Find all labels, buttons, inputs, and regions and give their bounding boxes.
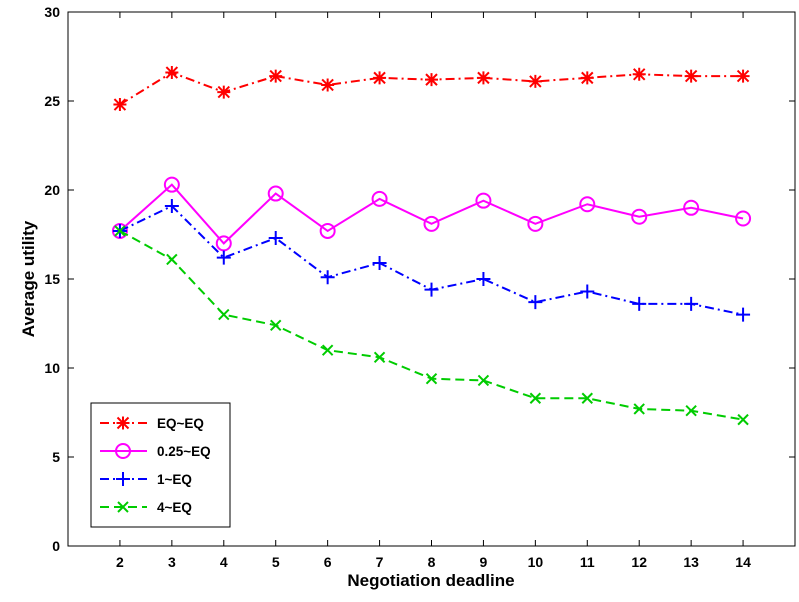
data-point <box>684 296 699 311</box>
data-point <box>270 319 282 331</box>
data-point <box>319 222 336 239</box>
data-point <box>528 74 542 88</box>
data-point <box>580 71 594 85</box>
data-point <box>579 196 596 213</box>
legend-label: 1~EQ <box>157 472 192 487</box>
data-point <box>477 374 490 387</box>
data-point <box>685 405 697 417</box>
legend-marker <box>116 416 130 430</box>
data-point <box>632 67 646 81</box>
series-3 <box>114 225 749 426</box>
data-point <box>165 66 179 80</box>
data-point <box>166 253 178 266</box>
data-point <box>372 255 387 270</box>
series-2 <box>112 199 751 322</box>
x-tick-label: 6 <box>324 554 332 570</box>
legend-entry: EQ~EQ <box>100 416 204 431</box>
data-point <box>476 272 491 286</box>
legend-entry: 4~EQ <box>100 500 192 515</box>
legend-marker <box>117 501 129 513</box>
y-axis-title: Average utility <box>19 220 38 337</box>
data-point <box>320 270 335 285</box>
data-point <box>736 69 750 83</box>
data-point <box>475 192 492 209</box>
legend-marker <box>115 443 131 459</box>
data-point <box>269 69 283 83</box>
data-point <box>218 308 230 321</box>
x-tick-label: 8 <box>428 554 436 570</box>
data-point <box>735 210 752 227</box>
ticks-layer: 2 3 4 5 6 7 8 9 10 11 12 13 14 0 5 10 15 20 25 30 <box>44 4 795 570</box>
data-point <box>683 199 700 216</box>
y-tick-label: 10 <box>44 360 60 376</box>
x-tick-label: 2 <box>116 554 124 570</box>
y-tick-label: 20 <box>44 182 60 198</box>
data-point <box>163 176 180 193</box>
data-point <box>373 351 386 364</box>
data-point <box>528 295 543 310</box>
data-point <box>217 85 231 99</box>
data-point <box>114 225 126 237</box>
x-tick-label: 4 <box>220 554 228 570</box>
data-point <box>529 392 542 404</box>
data-point <box>113 98 127 112</box>
data-point <box>164 199 179 214</box>
data-point <box>737 413 749 426</box>
y-tick-label: 15 <box>44 271 60 287</box>
x-tick-label: 7 <box>376 554 384 570</box>
x-axis-title: Negotiation deadline <box>347 571 514 590</box>
data-point <box>215 235 232 252</box>
data-point <box>684 69 698 83</box>
x-tick-label: 14 <box>735 554 751 570</box>
data-point <box>424 282 439 297</box>
legend: EQ~EQ 0.25~EQ 1~EQ 4~EQ <box>90 402 231 528</box>
series-0 <box>113 66 750 112</box>
data-point <box>425 73 438 87</box>
x-tick-label: 9 <box>480 554 488 570</box>
legend-entry: 0.25~EQ <box>100 443 211 459</box>
legend-label: 4~EQ <box>157 500 192 515</box>
data-point <box>581 392 593 404</box>
data-point <box>423 215 440 232</box>
legend-marker <box>116 472 130 486</box>
series-line <box>119 183 744 245</box>
data-point <box>580 284 595 299</box>
data-point <box>216 250 231 265</box>
x-tick-label: 5 <box>272 554 280 570</box>
y-tick-label: 5 <box>52 449 60 465</box>
data-point <box>633 403 645 415</box>
data-point <box>371 190 388 207</box>
data-point <box>527 215 544 232</box>
data-point <box>268 231 283 246</box>
legend-label: 0.25~EQ <box>157 444 211 459</box>
data-point <box>425 372 438 385</box>
y-tick-label: 25 <box>44 93 60 109</box>
legend-label: EQ~EQ <box>157 416 204 431</box>
data-point <box>631 208 648 225</box>
x-tick-label: 12 <box>631 554 647 570</box>
data-point <box>267 185 284 202</box>
data-point <box>736 307 751 322</box>
data-point <box>632 296 647 311</box>
x-tick-label: 11 <box>580 554 595 570</box>
x-tick-label: 3 <box>168 554 176 570</box>
x-tick-label: 10 <box>528 554 544 570</box>
y-tick-label: 0 <box>52 538 60 554</box>
data-point <box>321 344 334 356</box>
x-tick-label: 13 <box>683 554 699 570</box>
series-layer <box>111 66 752 426</box>
y-tick-label: 30 <box>44 4 60 20</box>
data-point <box>476 71 490 85</box>
legend-entry: 1~EQ <box>100 472 192 487</box>
data-point <box>373 71 387 85</box>
data-point <box>321 78 335 92</box>
